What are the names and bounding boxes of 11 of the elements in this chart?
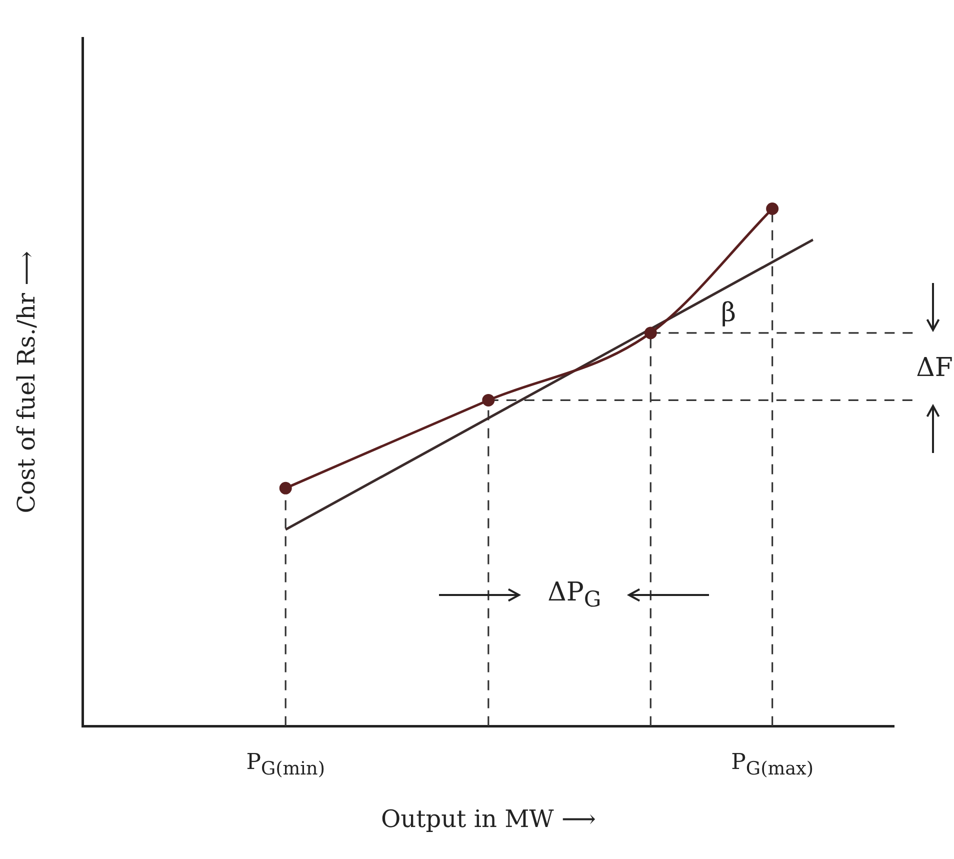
point	[279, 482, 292, 494]
point	[482, 394, 495, 406]
x-axis-title: Output in MW ⟶	[380, 804, 596, 833]
annotation: β	[720, 298, 736, 328]
point	[766, 202, 779, 216]
y-axis-title: Cost of fuel Rs./hr ⟶	[12, 250, 41, 514]
x-tick-label: P$_{G(max)}$	[731, 750, 814, 780]
point	[644, 326, 657, 340]
text: ΔF	[916, 353, 953, 384]
x-tick-label: P$_{G(min)}$	[246, 750, 325, 780]
annotation: ΔP$_{G}$	[548, 578, 602, 614]
